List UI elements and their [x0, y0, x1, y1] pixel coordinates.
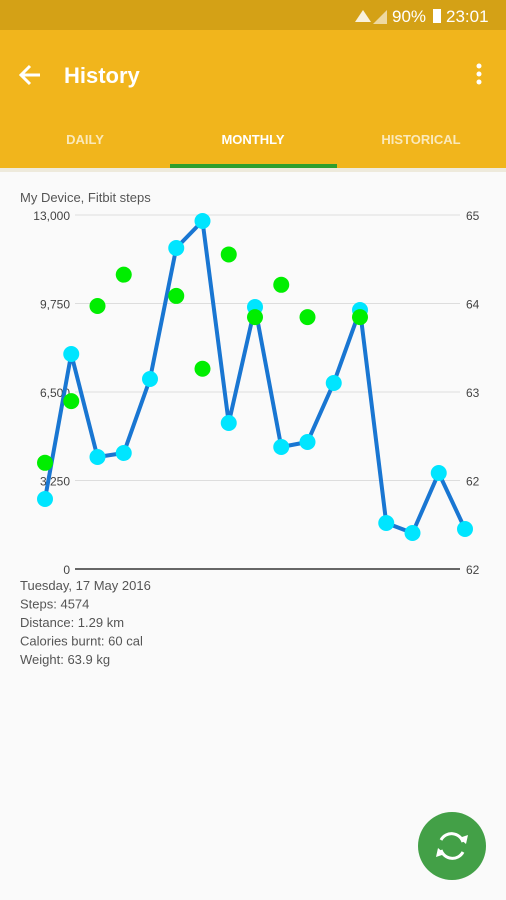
app-bar [0, 30, 506, 168]
battery-icon [433, 9, 441, 23]
point [168, 239, 185, 256]
app-bar-shadow [0, 168, 506, 172]
point [142, 370, 158, 387]
status-bar [0, 0, 506, 30]
point [247, 309, 263, 326]
point [273, 276, 290, 293]
point [220, 246, 237, 263]
signal-icon [373, 10, 387, 24]
sync-arrows [436, 835, 468, 857]
line [43, 218, 467, 536]
point [457, 520, 473, 537]
clock: 23:01 [446, 7, 489, 26]
app-title: History [64, 63, 141, 88]
y-tick-label: 3,250 [40, 475, 70, 489]
y-tick-label: 13,000 [33, 209, 70, 223]
y2-tick-label: 65 [466, 209, 480, 223]
detail-line: Steps: 4574 [20, 597, 89, 612]
point [220, 414, 237, 431]
chart-title: My Device, Fitbit steps [20, 190, 151, 205]
detail-line: Distance: 1.29 km [20, 615, 124, 630]
sync-button[interactable] [418, 812, 486, 880]
point [63, 345, 80, 362]
detail-line: Calories burnt: 60 cal [20, 634, 143, 649]
point [404, 525, 421, 542]
y-tick-label: 9,750 [40, 298, 70, 312]
point [299, 309, 316, 326]
detail-line: Tuesday, 17 May 2016 [20, 578, 151, 593]
battery-text: 90% [392, 7, 426, 26]
details: Tuesday, 17 May 2016 Steps: 4574 Distance:… [20, 578, 151, 667]
point [168, 287, 185, 304]
point [378, 515, 395, 532]
point [89, 448, 106, 465]
menu-button[interactable] [476, 63, 482, 85]
tab[interactable]: DAILY [66, 132, 104, 147]
y2-tick-label: 64 [466, 298, 480, 312]
point [430, 464, 447, 481]
wifi-icon [355, 10, 371, 22]
point [325, 374, 342, 391]
point [115, 266, 132, 283]
point [115, 444, 132, 461]
point [37, 490, 53, 507]
point [37, 454, 53, 471]
tab-indicator [170, 164, 337, 168]
point [89, 298, 106, 315]
point [63, 393, 80, 410]
point [299, 433, 316, 450]
point [352, 309, 368, 326]
detail-line: Weight: 63.9 kg [20, 652, 110, 667]
y-tick-label: 0 [63, 563, 70, 577]
tab[interactable]: MONTHLY [221, 132, 284, 147]
point [194, 360, 211, 377]
point [273, 439, 290, 456]
tab[interactable]: HISTORICAL [381, 132, 460, 147]
y2-tick-label: 62 [466, 475, 480, 489]
y2-tick-label: 63 [466, 386, 480, 400]
back-button[interactable] [18, 64, 40, 86]
y2-tick-label: 62 [466, 563, 480, 577]
point [194, 212, 211, 229]
